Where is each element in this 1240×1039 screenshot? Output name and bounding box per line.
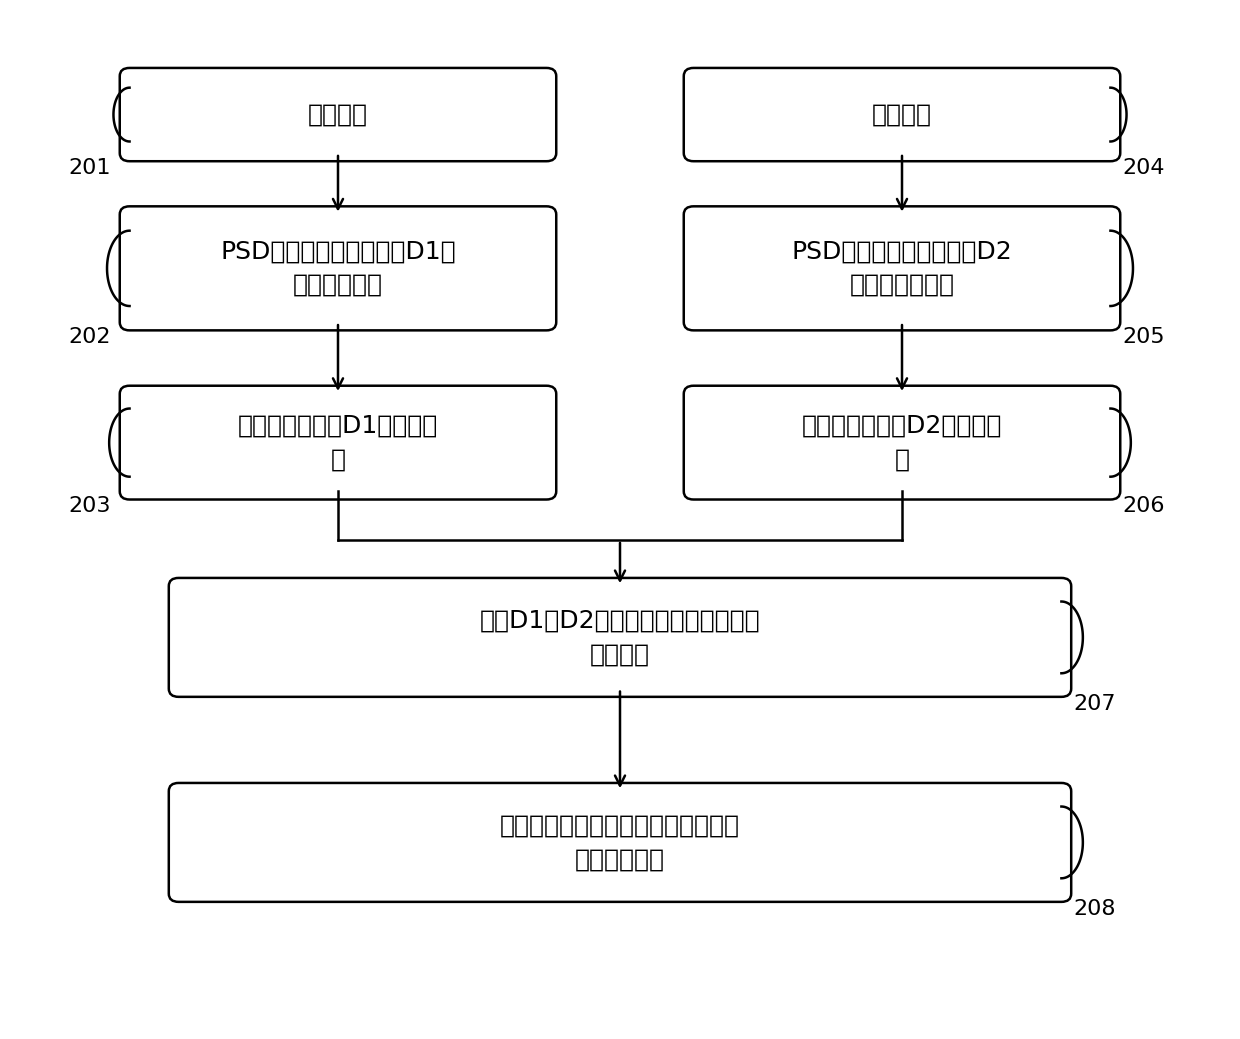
Text: PSD检测获得第一相交点D1对
应的光敏电流: PSD检测获得第一相交点D1对 应的光敏电流 <box>221 240 456 297</box>
Text: 205: 205 <box>1122 327 1166 347</box>
Text: 关闭激光: 关闭激光 <box>872 103 932 127</box>
Text: 根据D1和D2的坐标信息，计算对应坐
标值之差: 根据D1和D2的坐标信息，计算对应坐 标值之差 <box>480 609 760 666</box>
Text: 206: 206 <box>1122 497 1166 516</box>
Text: 202: 202 <box>68 327 112 347</box>
Text: 201: 201 <box>68 158 112 178</box>
FancyBboxPatch shape <box>683 385 1120 500</box>
FancyBboxPatch shape <box>169 783 1071 902</box>
Text: 208: 208 <box>1074 899 1116 918</box>
FancyBboxPatch shape <box>683 68 1120 161</box>
FancyBboxPatch shape <box>120 385 557 500</box>
FancyBboxPatch shape <box>120 68 557 161</box>
Text: 计算第一相交点D1的坐标信
息: 计算第一相交点D1的坐标信 息 <box>238 414 438 472</box>
Text: 204: 204 <box>1122 158 1166 178</box>
Text: 根据每一差值得到定位光束在对应坐
标轴上的坐标: 根据每一差值得到定位光束在对应坐 标轴上的坐标 <box>500 814 740 871</box>
FancyBboxPatch shape <box>169 578 1071 697</box>
Text: PSD检测获得第一相交点D2
对应的光敏电流: PSD检测获得第一相交点D2 对应的光敏电流 <box>791 240 1012 297</box>
FancyBboxPatch shape <box>683 207 1120 330</box>
Text: 计算第二相交点D2的坐标信
息: 计算第二相交点D2的坐标信 息 <box>802 414 1002 472</box>
Text: 207: 207 <box>1074 694 1116 714</box>
Text: 203: 203 <box>68 497 112 516</box>
FancyBboxPatch shape <box>120 207 557 330</box>
Text: 激光照射: 激光照射 <box>308 103 368 127</box>
